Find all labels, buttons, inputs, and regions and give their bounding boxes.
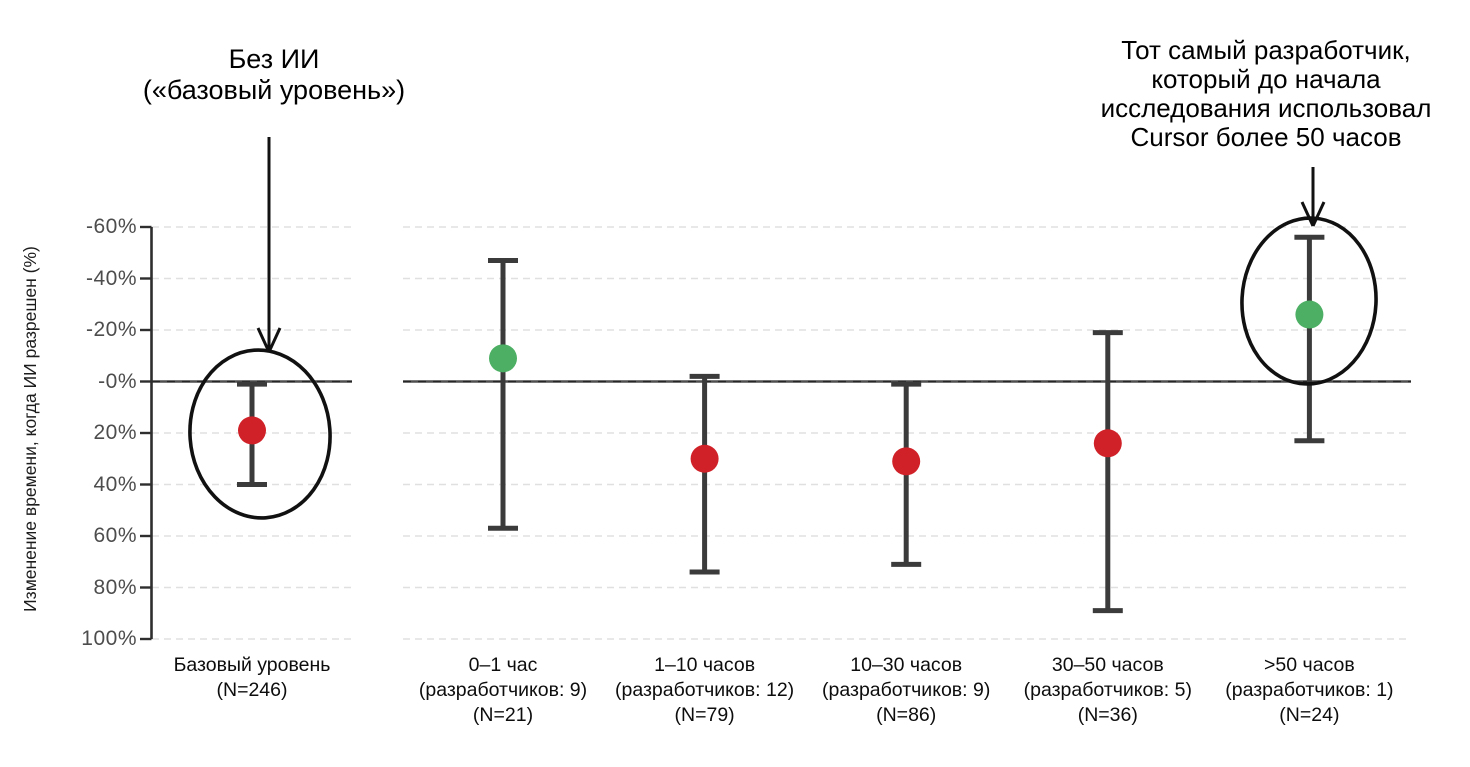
y-tick-label: 100% (81, 627, 137, 650)
annotation-line: исследования использовал (1100, 93, 1432, 123)
y-tick-label: 20% (93, 421, 137, 444)
annotation-line: Без ИИ (228, 44, 320, 74)
error-bar (1294, 234, 1325, 444)
error-bar (1092, 330, 1123, 614)
x-axis-label: 10–30 часов (разработчиков: 9) (N=86) (822, 654, 991, 726)
hand-drawn-circle (188, 348, 332, 520)
y-tick-label: -0% (98, 369, 137, 393)
x-axis-label: 0–1 час (разработчиков: 9) (N=21) (418, 654, 588, 726)
y-tick-labels: -60% -40% -20% -0% 20% 40% 60% 80% 100% (0, 0, 137, 767)
annotation-line: Тот самый разработчик, (1121, 35, 1411, 65)
x-axis-label: 30–50 часов (разработчиков: 5) (N=36) (1023, 654, 1192, 726)
data-point (1295, 300, 1324, 329)
y-tick-label: -20% (85, 318, 137, 341)
annotation-line: который до начала (1151, 64, 1381, 94)
annotation-arrow (256, 137, 282, 353)
annotation-cursor-power-user: Тот самый разработчик, который до начала и… (1101, 36, 1432, 152)
data-point (238, 416, 266, 445)
annotation-arrow (1300, 167, 1326, 227)
x-axis-label: >50 часов (разработчиков: 1) (N=24) (1225, 654, 1394, 726)
error-bar (237, 381, 267, 487)
y-tick-label: 60% (93, 524, 137, 547)
error-bar (488, 257, 518, 531)
annotation-line: Cursor более 50 часов (1130, 122, 1402, 152)
y-tick-label: -60% (85, 215, 137, 238)
x-axis-label: Базовый уровень (N=246) (173, 654, 331, 701)
annotation-line: («базовый уровень») (142, 75, 406, 105)
y-tick-label: 80% (93, 575, 137, 599)
data-point (892, 447, 921, 476)
data-point (1093, 429, 1122, 458)
data-point (489, 344, 517, 373)
x-axis-label: 1–10 часов (разработчиков: 12) (N=79) (615, 654, 795, 726)
error-bar (891, 381, 922, 567)
annotation-no-ai-baseline: Без ИИ («базовый уровень») (143, 44, 405, 106)
y-tick-label: -40% (85, 266, 137, 290)
y-tick-label: 40% (93, 472, 137, 496)
error-bar (689, 373, 720, 575)
data-point (690, 444, 719, 473)
